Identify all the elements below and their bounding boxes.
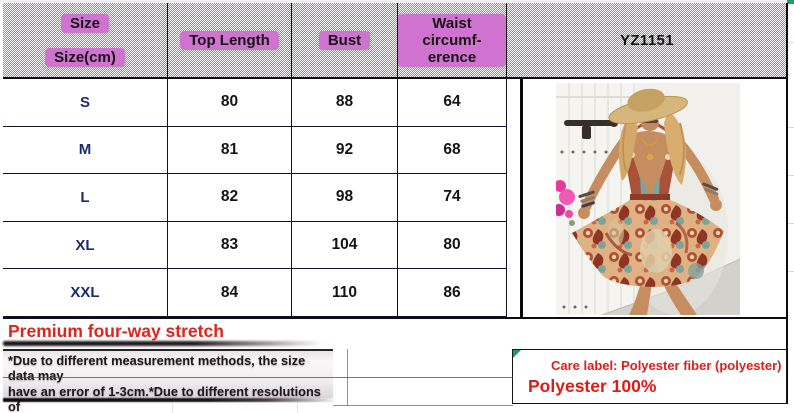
size-cell: XXL xyxy=(3,269,168,317)
model-legs xyxy=(629,277,697,315)
necklace xyxy=(641,138,659,161)
table-bottom-border xyxy=(3,316,787,320)
gridline-bottom-strip xyxy=(172,402,173,413)
header-waist-line1: Waist circumf- xyxy=(422,14,482,49)
bangle-bracelets xyxy=(578,182,719,208)
header-product-code-cell: YZ1151 xyxy=(507,3,787,77)
care-label-text: Care label: Polyester fiber (polyester) xyxy=(551,358,782,373)
gridline-stub xyxy=(788,271,794,272)
pink-flowers xyxy=(556,180,575,226)
size-cell: XL xyxy=(3,221,168,270)
bust-cell: 104 xyxy=(292,221,398,270)
size-cell: S xyxy=(3,79,168,127)
gridline-stub xyxy=(788,127,794,128)
material-text: Polyester 100% xyxy=(528,376,657,396)
door-latch xyxy=(564,119,618,139)
model-hair xyxy=(618,111,686,185)
gridline-stub xyxy=(788,223,794,224)
divider-bar-lower xyxy=(3,397,333,402)
size-table-body: S 80 88 64 M 81 92 68 L 82 98 74 XL 83 1… xyxy=(3,79,507,317)
header-waist-column: Waist circumf- erence xyxy=(398,3,507,77)
header-bust-label: Bust xyxy=(318,30,371,50)
gridline-stub xyxy=(788,42,794,43)
waist-cell: 64 xyxy=(398,79,507,127)
gridline-stub xyxy=(788,175,794,176)
gridline-bottom-strip xyxy=(297,402,298,413)
top-length-cell: 84 xyxy=(168,269,292,317)
table-header-row: Size Size(cm) Top Length Bust Waist circ… xyxy=(3,3,787,79)
header-waist-line2: erence xyxy=(427,48,477,66)
header-top-length-label: Top Length xyxy=(180,30,279,50)
header-top-length-column: Top Length xyxy=(168,3,292,77)
waist-cell: 68 xyxy=(398,126,507,175)
photo-floor xyxy=(602,259,740,315)
disclaimer-line: *Due to different measurement methods, t… xyxy=(8,353,306,384)
divider-bar-upper xyxy=(3,340,323,346)
waist-cell: 80 xyxy=(398,221,507,270)
sheet-corner-marker xyxy=(787,0,794,4)
top-margin-strip xyxy=(0,0,794,3)
waist-cell: 74 xyxy=(398,174,507,222)
header-waist-label: Waist circumf- erence xyxy=(398,13,506,67)
header-size-unit-label: Size(cm) xyxy=(45,47,125,67)
top-length-cell: 83 xyxy=(168,221,292,270)
gridline-horizontal xyxy=(333,404,513,406)
product-code-label: YZ1151 xyxy=(619,31,675,49)
header-bust-column: Bust xyxy=(292,3,398,77)
product-photo-cell xyxy=(520,79,786,317)
excel-error-marker-icon xyxy=(513,350,521,358)
bust-cell: 98 xyxy=(292,174,398,222)
bust-cell: 92 xyxy=(292,126,398,175)
care-label-box: Care label: Polyester fiber (polyester) … xyxy=(512,349,787,404)
straw-hat xyxy=(608,88,688,125)
top-length-cell: 80 xyxy=(168,79,292,127)
bust-cell: 88 xyxy=(292,79,398,127)
waist-cell: 86 xyxy=(398,269,507,317)
size-cell: M xyxy=(3,126,168,175)
disclaimer-note: *Due to different measurement methods, t… xyxy=(3,349,333,413)
model-photo xyxy=(556,83,740,315)
header-size-column: Size Size(cm) xyxy=(3,3,168,77)
premium-note: Premium four-way stretch xyxy=(8,321,224,341)
disclaimer-line: have an error of 1-3cm.*Due to different… xyxy=(8,383,321,413)
top-length-cell: 82 xyxy=(168,174,292,222)
table-right-border xyxy=(785,3,788,404)
size-cell: L xyxy=(3,174,168,222)
top-length-cell: 81 xyxy=(168,126,292,175)
header-size-label: Size xyxy=(60,13,109,33)
gridline-through-note xyxy=(3,377,513,379)
bust-cell: 110 xyxy=(292,269,398,317)
